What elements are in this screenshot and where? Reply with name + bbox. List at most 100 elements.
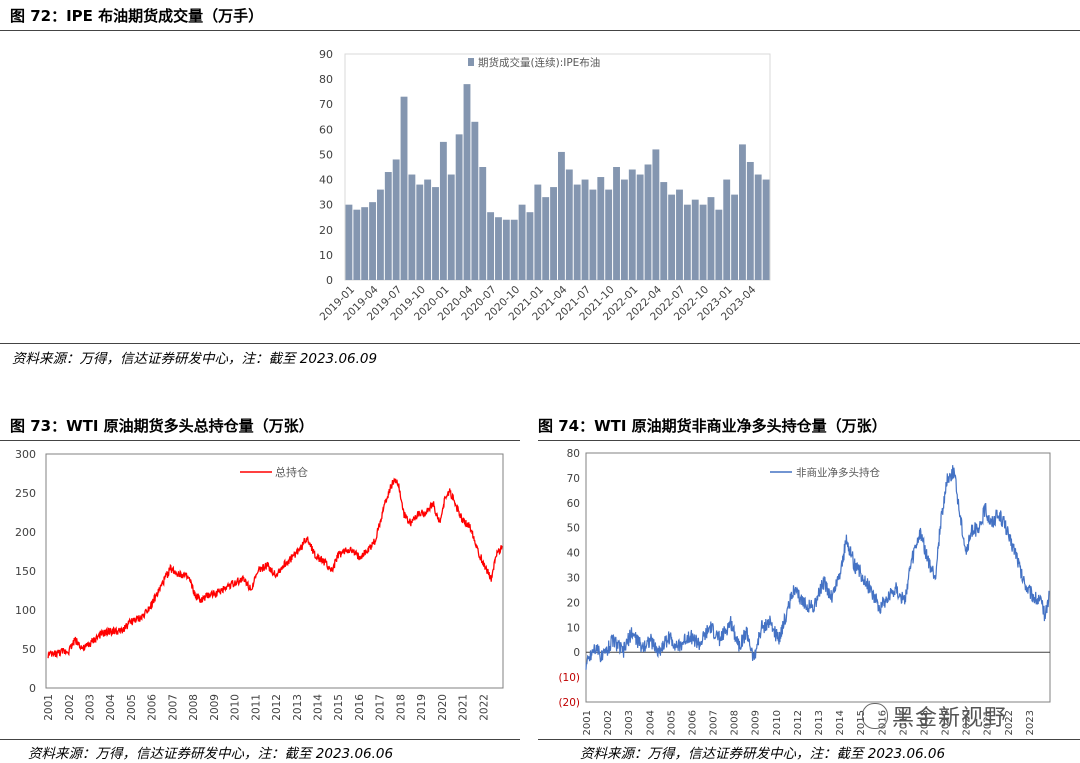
fig72-bar: [715, 209, 723, 280]
fig74-x-tick-label: 2006: [687, 710, 698, 735]
figure-73-title: 图 73：WTI 原油期货多头总持仓量（万张）: [10, 417, 314, 435]
fig73-x-tick-label: 2002: [64, 694, 76, 721]
fig74-x-tick-label: 2015: [856, 710, 867, 735]
fig74-plot-area: [585, 452, 1051, 703]
fig72-bar: [668, 194, 676, 280]
fig74-series-line: [585, 465, 1050, 670]
fig72-bar: [487, 212, 495, 280]
fig72-bar: [447, 174, 455, 280]
fig72-y-tick-label: 40: [319, 174, 333, 187]
fig72-bar: [676, 189, 683, 280]
fig74-y-tick-label: 70: [567, 473, 580, 485]
fig73-x-tick-label: 2014: [313, 694, 325, 721]
fig74-x-tick-label: 2008: [730, 710, 741, 735]
fig72-bar: [495, 217, 502, 280]
fig72-bar: [731, 194, 739, 280]
fig72-plot-area: [344, 53, 771, 281]
fig72-bar: [479, 167, 487, 280]
fig72-bar: [620, 179, 628, 280]
fig73-x-tick-label: 2006: [147, 694, 159, 721]
fig72-bar: [652, 149, 660, 280]
fig72-bar: [565, 169, 573, 280]
figure-74-source: 资料来源：万得，信达证券研发中心，注：截至 2023.06.06: [580, 746, 946, 762]
fig74-x-tick-label: 2009: [751, 710, 762, 735]
fig72-bar: [392, 159, 400, 280]
fig73-x-tick-label: 2007: [167, 694, 179, 721]
fig72-y-tick-label: 60: [319, 123, 333, 136]
fig74-x-tick-label: 2001: [582, 710, 593, 735]
fig72-y-tick-label: 0: [326, 274, 333, 287]
fig72-y-tick-label: 50: [319, 148, 333, 161]
fig74-y-tick-label: 0: [573, 647, 580, 659]
fig74-x-tick-label: 2017: [898, 710, 909, 735]
figure-73-top-rule: [0, 440, 520, 441]
fig72-bar: [723, 179, 731, 280]
fig72-bar: [762, 179, 770, 280]
fig72-bar: [439, 141, 447, 280]
fig73-legend-label: 总持仓: [275, 465, 308, 479]
fig74-x-tick-label: 2023: [1025, 710, 1036, 735]
fig72-bar: [369, 202, 376, 280]
fig72-bar: [581, 179, 589, 280]
fig72-bar: [605, 189, 613, 280]
fig73-x-tick-label: 2003: [85, 694, 97, 721]
fig72-bar: [746, 161, 754, 280]
fig72-bar: [400, 96, 408, 280]
fig73-x-tick-label: 2001: [43, 694, 55, 721]
figure-73-bottom-rule: [0, 739, 520, 740]
fig73-plot-area: [45, 453, 504, 689]
figure-73-source: 资料来源：万得，信达证券研发中心，注：截至 2023.06.06: [28, 746, 394, 762]
fig72-bar: [384, 172, 392, 280]
fig73-y-tick-label: 150: [15, 565, 36, 578]
fig72-bar: [376, 189, 384, 280]
fig72-bar: [463, 84, 471, 280]
fig72-bar: [739, 144, 746, 280]
fig74-x-tick-label: 2005: [666, 710, 677, 735]
fig73-x-tick-label: 2012: [271, 694, 283, 721]
fig72-bar: [691, 199, 699, 280]
fig73-x-tick-label: 2017: [375, 694, 387, 721]
fig73-x-tick-label: 2022: [478, 694, 490, 721]
fig74-x-tick-label: 2021: [983, 710, 994, 735]
fig74-x-tick-label: 2003: [624, 710, 635, 735]
fig72-bar: [534, 184, 542, 280]
fig73-x-tick-label: 2009: [209, 694, 221, 721]
fig72-legend-swatch: [468, 58, 474, 66]
fig73-x-tick-label: 2016: [354, 694, 366, 721]
figure-73-chart: 0 50 100 150 200 250 300 2001 2002 2003 2004 2005 20…: [15, 448, 504, 721]
figure-72-source: 资料来源：万得，信达证券研发中心，注：截至 2023.06.09: [12, 351, 378, 367]
fig72-bar: [526, 212, 534, 280]
fig74-x-tick-label: 2018: [919, 710, 930, 735]
fig72-bar: [558, 151, 565, 280]
fig74-x-tick-label: 2013: [814, 710, 825, 735]
fig72-bar: [408, 174, 416, 280]
fig72-bar: [542, 197, 550, 280]
fig72-y-tick-label: 90: [319, 48, 333, 61]
fig73-x-tick-label: 2015: [333, 694, 345, 721]
fig72-bar: [589, 189, 597, 280]
fig72-bar: [754, 174, 762, 280]
fig72-bar: [471, 121, 479, 280]
fig72-y-tick-label: 80: [319, 73, 333, 86]
fig72-bar: [597, 177, 605, 280]
fig74-x-tick-label: 2012: [793, 710, 804, 735]
fig72-bar: [502, 219, 510, 280]
fig73-x-tick-label: 2010: [230, 694, 242, 721]
fig72-bar: [707, 197, 715, 280]
fig73-y-tick-label: 0: [29, 682, 36, 695]
fig72-bar: [518, 204, 526, 280]
fig72-bar: [455, 134, 463, 280]
fig73-x-tick-label: 2005: [126, 694, 138, 721]
fig73-x-tick-label: 2019: [416, 694, 428, 721]
fig73-x-tick-label: 2013: [292, 694, 304, 721]
fig74-y-tick-label: 30: [567, 573, 580, 585]
fig74-x-tick-label: 2007: [709, 710, 720, 735]
fig72-bar: [424, 179, 432, 280]
fig72-bar: [361, 207, 369, 280]
figure-74-bottom-rule: [538, 739, 1080, 740]
fig72-bar: [510, 219, 518, 280]
fig72-y-tick-label: 70: [319, 98, 333, 111]
fig74-y-tick-label: 40: [567, 548, 580, 560]
fig72-legend-label: 期货成交量(连续):IPE布油: [478, 56, 600, 69]
fig74-y-tick-label: 50: [567, 523, 580, 535]
